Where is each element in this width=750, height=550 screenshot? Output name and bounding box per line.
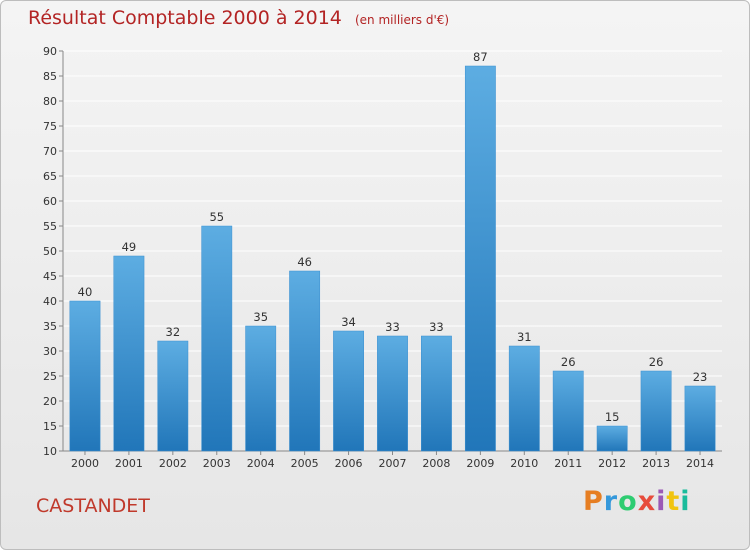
- data-label-2001: 49: [122, 240, 137, 254]
- bar-2013: [640, 370, 672, 452]
- bar-2011: [552, 370, 584, 452]
- y-tick-label-45: 45: [43, 270, 57, 283]
- x-tick-label-2012: 2012: [598, 457, 626, 470]
- x-tick-label-2002: 2002: [159, 457, 187, 470]
- y-tick-label-25: 25: [43, 370, 57, 383]
- bar-2004: [245, 325, 277, 452]
- bar-2005: [289, 270, 321, 452]
- y-tick-label-60: 60: [43, 195, 57, 208]
- y-tick-label-90: 90: [43, 45, 57, 58]
- y-tick-label-30: 30: [43, 345, 57, 358]
- data-label-2009: 87: [473, 50, 488, 64]
- chart-title: Résultat Comptable 2000 à 2014: [28, 7, 342, 29]
- data-label-2010: 31: [517, 330, 532, 344]
- x-tick-label-2007: 2007: [379, 457, 407, 470]
- bar-2000: [69, 300, 101, 452]
- logo-letter: t: [666, 486, 681, 517]
- logo-letter: i: [656, 486, 667, 517]
- y-tick-label-70: 70: [43, 145, 57, 158]
- data-label-2007: 33: [385, 320, 400, 334]
- x-tick-label-2013: 2013: [642, 457, 670, 470]
- x-tick-label-2010: 2010: [510, 457, 538, 470]
- data-label-2006: 34: [341, 315, 356, 329]
- bar-2014: [684, 385, 716, 452]
- y-tick-label-15: 15: [43, 420, 57, 433]
- y-tick-label-10: 10: [43, 445, 57, 458]
- data-label-2014: 23: [693, 370, 708, 384]
- y-tick-label-65: 65: [43, 170, 57, 183]
- bar-2009: [464, 65, 496, 452]
- x-tick-label-2008: 2008: [422, 457, 450, 470]
- x-tick-label-2005: 2005: [291, 457, 319, 470]
- logo-letter: o: [618, 486, 638, 517]
- bar-2007: [377, 335, 408, 452]
- y-tick-label-85: 85: [43, 70, 57, 83]
- y-tick-label-35: 35: [43, 320, 57, 333]
- logo-letter: i: [680, 486, 691, 517]
- bar-2012: [596, 425, 628, 452]
- data-label-2000: 40: [78, 285, 93, 299]
- bars: [69, 65, 716, 452]
- city-name: CASTANDET: [36, 495, 150, 517]
- proxiti-logo: Proxiti: [583, 486, 691, 517]
- bar-2006: [333, 330, 364, 452]
- bar-2001: [113, 255, 145, 452]
- x-tick-label-2004: 2004: [247, 457, 275, 470]
- logo-letter: x: [637, 486, 657, 517]
- y-tick-label-40: 40: [43, 295, 57, 308]
- y-tick-label-50: 50: [43, 245, 57, 258]
- labels: 10 15 20 25 30 35 40 45 50 55 60 65 70 75 80 85 90 40 2000…: [43, 45, 714, 470]
- x-tick-label-2001: 2001: [115, 457, 143, 470]
- y-tick-label-20: 20: [43, 395, 57, 408]
- bar-2010: [508, 345, 540, 452]
- chart-subtitle: (en milliers d'€): [354, 13, 450, 27]
- logo-letter: P: [583, 486, 604, 517]
- x-tick-label-2014: 2014: [686, 457, 714, 470]
- bar-2002: [157, 340, 189, 452]
- y-tick-label-55: 55: [43, 220, 57, 233]
- x-tick-label-2000: 2000: [71, 457, 99, 470]
- x-tick-label-2011: 2011: [554, 457, 582, 470]
- y-tick-label-75: 75: [43, 120, 57, 133]
- x-tick-label-2003: 2003: [203, 457, 231, 470]
- bar-2008: [421, 335, 452, 452]
- data-label-2004: 35: [253, 310, 268, 324]
- data-label-2008: 33: [429, 320, 444, 334]
- chart-title-block: Résultat Comptable 2000 à 2014 (en milli…: [28, 7, 449, 29]
- data-label-2011: 26: [561, 355, 576, 369]
- data-label-2002: 32: [166, 325, 181, 339]
- data-label-2003: 55: [209, 210, 224, 224]
- y-tick-label-80: 80: [43, 95, 57, 108]
- x-tick-label-2009: 2009: [466, 457, 494, 470]
- bar-2003: [201, 225, 233, 452]
- logo-letter: r: [603, 486, 619, 517]
- x-tick-label-2006: 2006: [335, 457, 363, 470]
- data-label-2012: 15: [605, 410, 620, 424]
- data-label-2013: 26: [649, 355, 664, 369]
- data-label-2005: 46: [297, 255, 312, 269]
